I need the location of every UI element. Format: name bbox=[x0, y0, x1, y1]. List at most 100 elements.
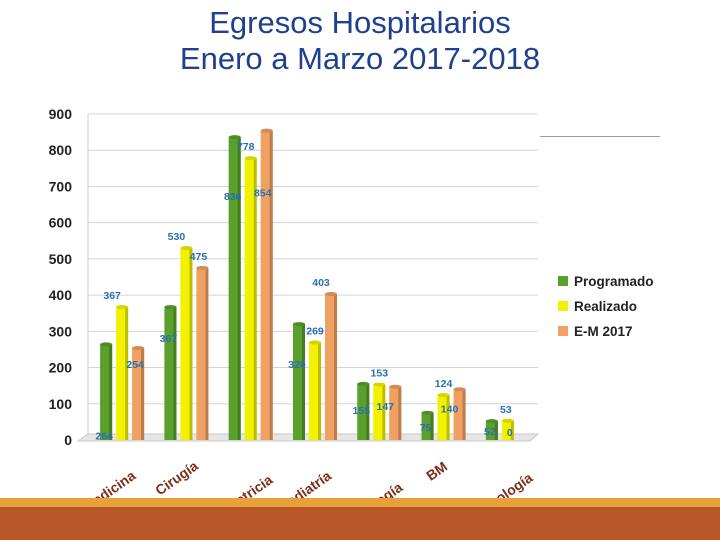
chart-title-line1: Egresos Hospitalarios bbox=[209, 5, 511, 40]
legend-swatch bbox=[558, 301, 568, 311]
bar-cap bbox=[485, 419, 498, 424]
legend-label: Programado bbox=[574, 274, 654, 289]
bar bbox=[260, 128, 273, 440]
data-label: 153 bbox=[371, 368, 389, 380]
bar-cap bbox=[453, 387, 466, 392]
data-label: 155 bbox=[353, 405, 371, 417]
footer-bar bbox=[0, 507, 720, 540]
data-label: 52 bbox=[484, 426, 496, 438]
data-label: 778 bbox=[237, 141, 255, 153]
bar-shade bbox=[302, 324, 305, 440]
chart-title-line2: Enero a Marzo 2017-2018 bbox=[179, 41, 541, 76]
bar-highlight bbox=[100, 344, 104, 440]
data-label: 124 bbox=[435, 378, 453, 390]
y-tick-label: 0 bbox=[64, 432, 72, 448]
bar-shade bbox=[334, 294, 337, 440]
bar-shade bbox=[446, 395, 450, 440]
bar bbox=[244, 156, 257, 440]
data-label: 530 bbox=[168, 231, 186, 243]
legend-swatch bbox=[558, 326, 568, 336]
bar-highlight bbox=[501, 420, 505, 440]
legend-label: Realizado bbox=[574, 299, 637, 314]
bar-cap bbox=[373, 382, 386, 387]
data-label: 367 bbox=[160, 333, 178, 345]
bar-cap bbox=[244, 156, 257, 161]
bar-highlight bbox=[180, 248, 184, 440]
bar-shade bbox=[253, 158, 257, 440]
bars bbox=[100, 128, 514, 440]
data-label: 0 bbox=[507, 427, 513, 439]
bar bbox=[437, 393, 450, 440]
legend-swatch bbox=[558, 276, 568, 286]
data-label: 320 bbox=[288, 359, 306, 371]
bar-highlight bbox=[357, 383, 361, 440]
bar-shade bbox=[205, 267, 209, 440]
y-tick-label: 500 bbox=[49, 251, 73, 267]
bar-highlight bbox=[260, 130, 264, 440]
data-label: 854 bbox=[254, 188, 272, 200]
bar bbox=[421, 410, 434, 440]
bar-cap bbox=[180, 246, 193, 251]
bar-shade bbox=[125, 307, 129, 440]
y-tick-label: 700 bbox=[49, 178, 73, 194]
bar-chart: 0 100 200 300 400 500 600 700 800 900 264 367 836 32… bbox=[49, 106, 654, 510]
bar bbox=[309, 340, 321, 440]
data-label: 147 bbox=[377, 401, 395, 413]
bar-body bbox=[116, 307, 129, 440]
y-tick-label: 900 bbox=[49, 106, 73, 122]
bar-cap bbox=[389, 384, 402, 389]
data-label: 264 bbox=[95, 430, 113, 442]
bar-shade bbox=[510, 420, 514, 440]
bar-shade bbox=[382, 384, 386, 440]
bar-highlight bbox=[228, 137, 232, 440]
data-label: 367 bbox=[103, 290, 121, 302]
data-label: 475 bbox=[190, 251, 208, 263]
data-label: 140 bbox=[441, 403, 459, 415]
bar bbox=[293, 322, 305, 440]
bar-shade bbox=[189, 248, 193, 440]
bar-shade bbox=[494, 421, 498, 440]
chart-floor bbox=[76, 433, 540, 442]
x-tick-label: BM bbox=[423, 458, 450, 484]
bar-cap bbox=[100, 342, 113, 347]
bar-shade bbox=[269, 130, 273, 440]
bar bbox=[228, 135, 241, 440]
bar-highlight bbox=[244, 158, 248, 440]
bar bbox=[501, 418, 514, 440]
footer-accent-bar bbox=[0, 498, 720, 507]
bar-shade bbox=[173, 307, 177, 440]
bar bbox=[389, 384, 402, 440]
data-label: 403 bbox=[312, 277, 330, 289]
bar-highlight bbox=[485, 421, 489, 440]
bar-cap bbox=[228, 135, 241, 140]
bar bbox=[373, 382, 386, 440]
bar-cap bbox=[116, 305, 129, 310]
bar-shade bbox=[318, 342, 321, 440]
bar-shade bbox=[398, 386, 402, 440]
y-tick-label: 600 bbox=[49, 215, 73, 231]
bar-cap bbox=[501, 418, 514, 423]
bar-cap bbox=[164, 305, 177, 310]
bar-highlight bbox=[389, 386, 393, 440]
bar-shade bbox=[141, 347, 145, 440]
bar-shade bbox=[462, 389, 466, 440]
bar bbox=[196, 265, 209, 440]
bar-shade bbox=[430, 412, 434, 440]
floor-plane bbox=[76, 433, 540, 442]
bar-cap bbox=[325, 292, 337, 297]
bar-highlight bbox=[309, 342, 312, 440]
bar-cap bbox=[421, 410, 434, 415]
bar-highlight bbox=[293, 324, 296, 440]
y-tick-label: 300 bbox=[49, 323, 73, 339]
bar bbox=[164, 305, 177, 440]
data-label: 75 bbox=[420, 422, 432, 434]
x-tick-label: Cirugía bbox=[152, 457, 201, 498]
bar-cap bbox=[293, 322, 305, 327]
bar bbox=[325, 292, 337, 440]
bar-cap bbox=[260, 128, 273, 133]
bar-shade bbox=[237, 137, 241, 440]
y-axis-ticks: 0 100 200 300 400 500 600 700 800 900 bbox=[49, 106, 73, 448]
bar-highlight bbox=[132, 347, 136, 440]
bar-highlight bbox=[453, 389, 457, 440]
bar bbox=[180, 246, 193, 440]
